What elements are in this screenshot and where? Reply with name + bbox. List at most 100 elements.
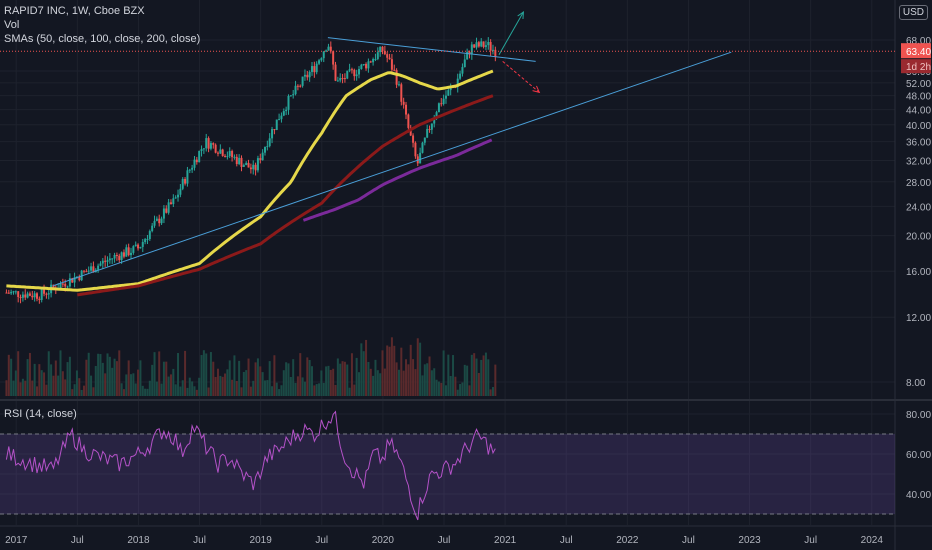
volume-bar	[240, 387, 243, 396]
volume-bar	[228, 360, 231, 396]
volume-bar	[259, 366, 262, 396]
volume-bar	[254, 362, 257, 396]
volume-bar	[491, 387, 494, 396]
volume-bar	[247, 358, 250, 396]
volume-bar	[184, 350, 187, 396]
sma-lines	[6, 69, 494, 297]
candle-body	[381, 46, 384, 51]
candle-body	[177, 194, 180, 198]
volume-bar	[14, 370, 17, 396]
rsi-label: RSI (14, close)	[4, 408, 77, 420]
volume-bar	[115, 361, 118, 396]
volume-bar	[59, 350, 62, 396]
candle-body	[256, 158, 259, 171]
candle-body	[423, 137, 426, 143]
volume-bar	[437, 381, 440, 396]
candle-body	[348, 69, 351, 71]
volume-bar	[428, 356, 431, 396]
candle-body	[249, 167, 252, 170]
volume-bar	[409, 344, 412, 396]
candle-body	[273, 129, 276, 131]
volume-bars	[5, 337, 497, 396]
candle-body	[407, 114, 410, 128]
candle-body	[484, 45, 487, 47]
candle-body	[491, 49, 494, 51]
volume-bar	[332, 368, 335, 396]
candle-body	[247, 162, 250, 168]
currency-badge[interactable]: USD	[898, 5, 928, 20]
volume-label: Vol	[4, 19, 20, 31]
volume-bar	[160, 383, 163, 396]
volume-bar	[426, 363, 429, 396]
volume-bar	[473, 353, 476, 396]
volume-bar	[287, 363, 290, 396]
volume-bar	[195, 389, 198, 396]
candle-body	[339, 78, 342, 81]
trendlines	[0, 11, 895, 287]
candle-body	[59, 283, 62, 289]
volume-bar	[10, 358, 13, 396]
candle-body	[132, 246, 135, 253]
candle-body	[235, 156, 238, 165]
volume-bar	[484, 352, 487, 396]
sma-50-line	[6, 69, 494, 292]
candle-body	[252, 164, 255, 170]
candle-body	[153, 220, 156, 226]
volume-bar	[435, 379, 438, 396]
volume-bar	[207, 387, 210, 396]
price-tick-label: 52.00	[906, 79, 931, 90]
volume-bar	[397, 369, 400, 396]
volume-bar	[231, 379, 234, 396]
volume-bar	[353, 384, 356, 396]
volume-bar	[343, 361, 346, 396]
time-tick-label: Jul	[193, 535, 206, 546]
arrow-down-line	[502, 60, 540, 93]
candle-body	[198, 151, 201, 163]
candle-body	[463, 59, 466, 68]
volume-bar	[365, 339, 368, 396]
candle-body	[374, 58, 377, 60]
candle-body	[191, 167, 194, 170]
volume-bar	[193, 386, 196, 396]
candle-body	[221, 149, 224, 156]
candle-body	[99, 263, 102, 266]
volume-bar	[280, 385, 283, 396]
price-tick-label: 16.00	[906, 267, 931, 278]
candle-body	[212, 143, 215, 145]
volume-bar	[26, 359, 29, 396]
volume-bar	[125, 374, 128, 396]
volume-bar	[407, 364, 410, 396]
candle-body	[125, 247, 128, 257]
time-tick-label: Jul	[560, 535, 573, 546]
time-tick-label: Jul	[682, 535, 695, 546]
volume-bar	[165, 361, 168, 396]
volume-bar	[106, 353, 109, 396]
volume-bar	[419, 342, 422, 396]
volume-bar	[390, 337, 393, 396]
time-tick-label: Jul	[438, 535, 451, 546]
volume-bar	[311, 366, 313, 396]
candle-body	[38, 298, 41, 300]
rsi-tick-label: 80.00	[906, 410, 931, 421]
volume-bar	[108, 356, 111, 396]
volume-bar	[400, 347, 403, 396]
candle-body	[202, 148, 205, 150]
candle-body	[214, 144, 217, 153]
volume-bar	[92, 387, 95, 396]
volume-bar	[179, 386, 182, 396]
candle-body	[90, 266, 93, 271]
candle-body	[61, 283, 64, 285]
volume-bar	[358, 372, 361, 396]
candle-body	[233, 156, 236, 158]
volume-bar	[209, 352, 212, 396]
volume-bar	[38, 364, 41, 396]
candle-body	[195, 159, 198, 163]
volume-bar	[289, 376, 292, 396]
candle-body	[456, 78, 459, 87]
volume-bar	[369, 368, 372, 396]
rsi-axis: 40.00 60.00 80.00	[906, 410, 931, 501]
volume-bar	[7, 354, 10, 396]
volume-bar	[256, 358, 259, 396]
